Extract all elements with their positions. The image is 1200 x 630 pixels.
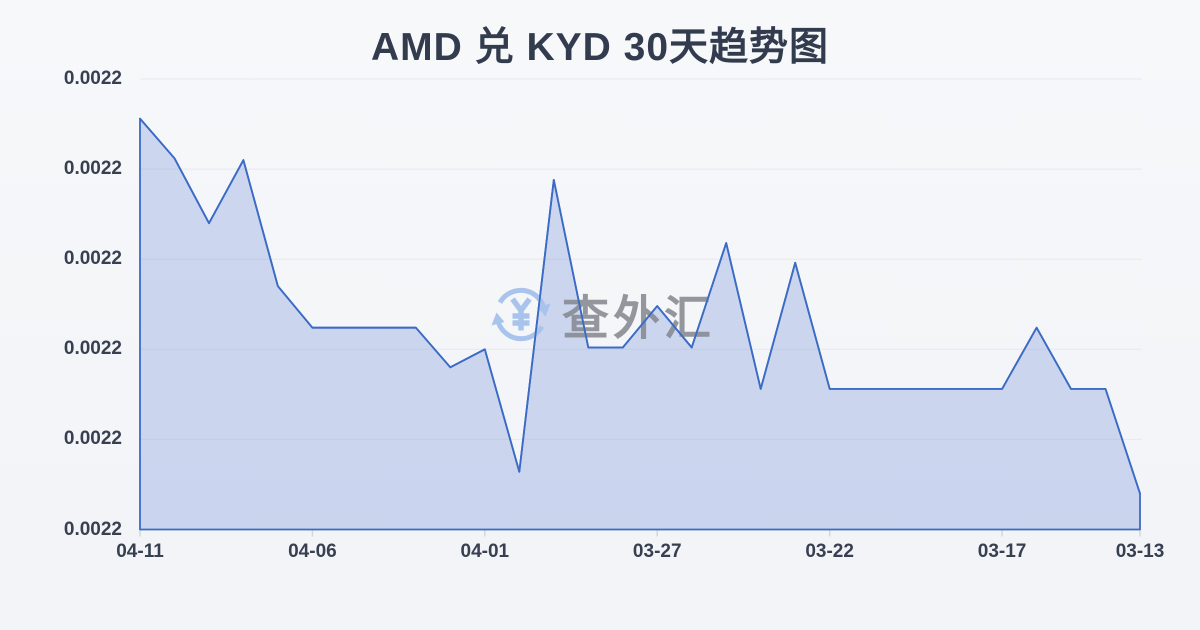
- trend-line: [139, 117, 1141, 495]
- y-axis-tick-label: 0.0022: [63, 248, 122, 270]
- y-axis-tick-label: 0.0022: [63, 518, 122, 540]
- x-axis-tick-label: 03-27: [632, 541, 682, 562]
- x-axis-tick-label: 03-22: [805, 541, 854, 562]
- chart-title: AMD 兑 KYD 30天趋势图: [370, 26, 830, 69]
- y-axis-tick-label: 0.0022: [63, 428, 122, 450]
- y-axis-tick-label: 0.0022: [63, 158, 122, 180]
- y-axis-tick-label: 0.0022: [63, 338, 122, 360]
- x-axis-ticks: [139, 530, 1141, 537]
- x-axis-tick-label: 04-01: [460, 541, 510, 562]
- y-axis-tick-label: 0.0022: [63, 68, 122, 89]
- x-axis-tick-label: 03-17: [977, 541, 1027, 562]
- x-axis-tick-label: 03-13: [1115, 541, 1165, 562]
- x-axis-tick-label: 04-11: [116, 541, 164, 562]
- x-axis-tick-label: 04-06: [288, 541, 337, 562]
